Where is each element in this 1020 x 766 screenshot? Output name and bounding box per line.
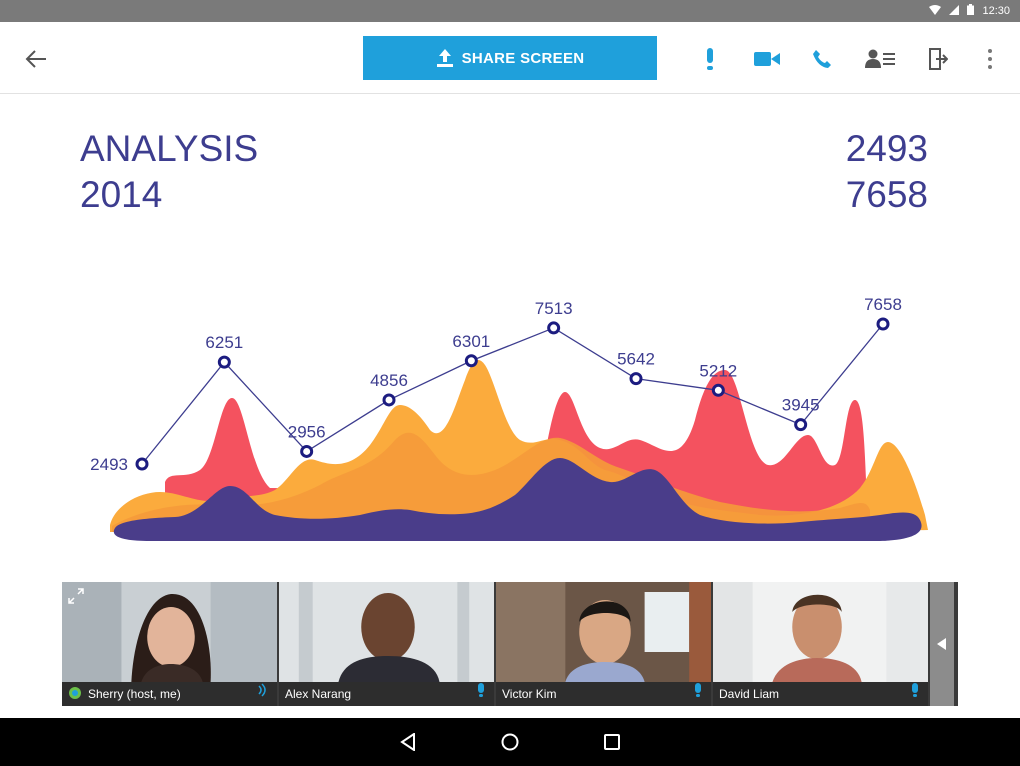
mute-button[interactable]	[694, 44, 726, 74]
data-point	[547, 321, 561, 335]
data-point	[464, 354, 478, 368]
host-indicator-icon	[68, 686, 82, 703]
leave-meeting-button[interactable]	[922, 44, 954, 74]
participant-video-victor	[496, 582, 711, 682]
title-line-2: 2014	[80, 174, 163, 215]
participant-name-bar: David Liam	[713, 682, 928, 706]
video-button[interactable]	[751, 44, 783, 74]
data-label: 7658	[864, 295, 902, 314]
participant-list-icon	[865, 49, 895, 68]
wifi-icon	[929, 4, 942, 18]
data-point	[382, 393, 396, 407]
data-label: 5642	[617, 350, 655, 369]
video-camera-icon	[754, 52, 780, 66]
participant-name: Alex Narang	[285, 687, 352, 701]
participants-button[interactable]	[864, 44, 896, 74]
series-line	[141, 323, 884, 465]
data-point	[711, 383, 725, 397]
data-point	[135, 457, 149, 471]
data-point	[300, 444, 314, 458]
exit-icon	[929, 48, 948, 70]
analysis-chart: 2493 6251 2956 4856 6301 7513 5642 5212 3945 7658	[90, 295, 928, 541]
data-point	[217, 355, 231, 369]
meeting-toolbar: SHARE SCREEN	[0, 22, 1020, 94]
participant-video-alex	[279, 582, 494, 682]
participant-name-bar: Alex Narang	[279, 682, 494, 706]
microphone-icon	[478, 683, 484, 702]
microphone-icon	[695, 683, 701, 702]
upload-icon	[436, 49, 453, 67]
data-label: 6251	[205, 333, 243, 352]
data-label: 4856	[370, 371, 408, 390]
data-label: 5212	[699, 361, 737, 380]
area-layers	[110, 360, 928, 541]
system-nav-bar	[0, 718, 1020, 766]
participant-tile[interactable]: David Liam	[713, 582, 930, 706]
call-button[interactable]	[806, 44, 838, 74]
participant-video-david	[713, 582, 928, 682]
expand-video-icon[interactable]	[68, 588, 84, 609]
participant-tile[interactable]: Sherry (host, me)	[62, 582, 279, 706]
microphone-icon	[707, 48, 713, 70]
status-bar: 12:30	[0, 0, 1020, 22]
microphone-icon	[912, 683, 918, 702]
circle-home-icon	[501, 733, 519, 751]
participant-name: Sherry (host, me)	[88, 687, 181, 701]
stat-value-2: 7658	[845, 174, 928, 215]
data-point	[876, 317, 890, 331]
participant-name: David Liam	[719, 687, 780, 701]
data-label: 2956	[288, 422, 326, 441]
participant-name-bar: Sherry (host, me)	[62, 682, 277, 706]
data-label: 2493	[90, 455, 128, 474]
purple-area	[113, 458, 922, 541]
collapse-strip-button[interactable]	[930, 582, 954, 706]
participant-name: Victor Kim	[502, 687, 557, 701]
red-area	[165, 370, 868, 520]
data-point	[794, 418, 808, 432]
shared-content-stats: 2493 7658	[846, 126, 928, 218]
overflow-menu-button[interactable]	[974, 44, 1006, 74]
nav-back-button[interactable]	[396, 730, 420, 754]
speaking-indicator-icon	[257, 683, 267, 702]
participant-strip: Sherry (host, me) Alex Narang	[62, 582, 958, 706]
participant-tile[interactable]: Alex Narang	[279, 582, 496, 706]
phone-icon	[813, 50, 831, 68]
line-series: 2493 6251 2956 4856 6301 7513 5642 5212 3945 7658	[90, 295, 902, 474]
triangle-back-icon	[400, 733, 415, 751]
participant-tile[interactable]: Victor Kim	[496, 582, 713, 706]
battery-icon	[967, 4, 975, 18]
more-vertical-icon	[988, 49, 992, 69]
square-recents-icon	[604, 734, 620, 750]
data-label: 6301	[452, 332, 490, 351]
signal-icon	[949, 4, 960, 18]
share-screen-label: SHARE SCREEN	[461, 49, 585, 67]
shared-content-title: ANALYSIS 2014	[80, 126, 258, 218]
title-line-1: ANALYSIS	[80, 128, 259, 169]
participant-name-bar: Victor Kim	[496, 682, 711, 706]
arrow-back-icon	[25, 50, 46, 68]
data-label: 3945	[782, 396, 820, 415]
participant-video-sherry	[62, 582, 277, 682]
stat-value-1: 2493	[845, 128, 928, 169]
chevron-left-icon	[937, 638, 946, 650]
status-time: 12:30	[982, 5, 1010, 17]
data-label: 7513	[535, 299, 573, 318]
nav-home-button[interactable]	[498, 730, 522, 754]
back-button[interactable]	[18, 44, 54, 74]
data-point	[629, 372, 643, 386]
share-screen-button[interactable]: SHARE SCREEN	[363, 36, 657, 80]
nav-recents-button[interactable]	[600, 730, 624, 754]
